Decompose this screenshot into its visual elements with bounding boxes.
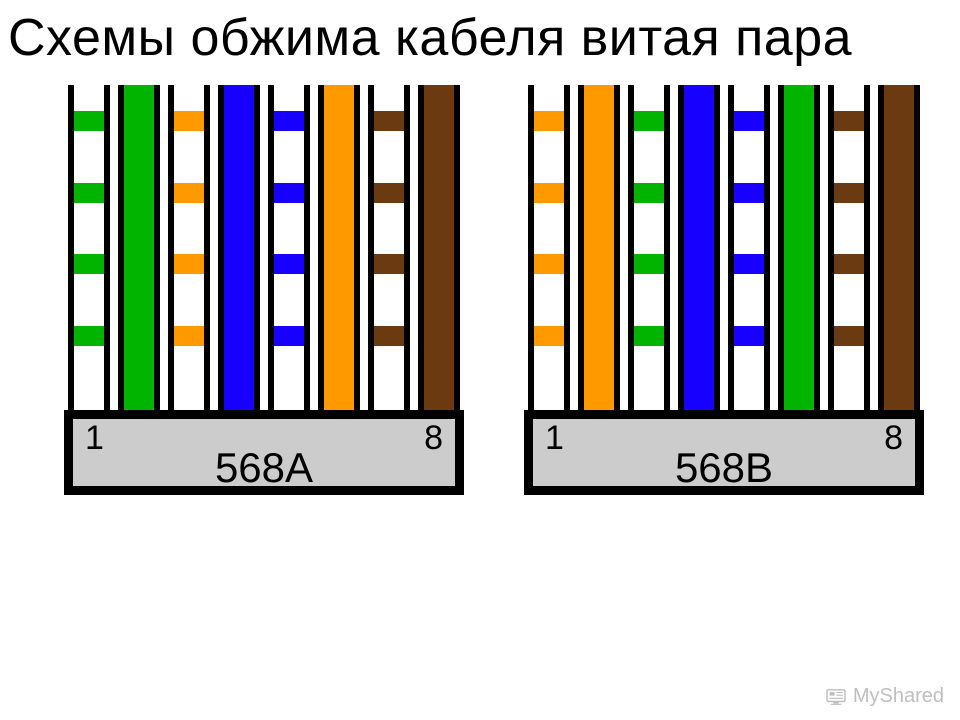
stripe <box>74 254 104 274</box>
stripe <box>634 183 664 203</box>
wire-7 <box>368 85 410 410</box>
stripe <box>274 111 304 131</box>
stripe <box>634 326 664 346</box>
wire-4 <box>218 85 260 410</box>
stripe <box>634 111 664 131</box>
stripe <box>374 254 404 274</box>
wire-group <box>524 85 924 410</box>
stripe <box>534 326 564 346</box>
rj45-plug: 1 8 568B <box>524 410 924 495</box>
wire-1 <box>528 85 570 410</box>
wire-3 <box>628 85 670 410</box>
stripe <box>174 326 204 346</box>
standard-label: 568A <box>73 444 455 492</box>
stripe <box>174 254 204 274</box>
stripe <box>274 326 304 346</box>
stripe <box>834 254 864 274</box>
stripe <box>634 254 664 274</box>
stripe <box>834 326 864 346</box>
stripe <box>534 254 564 274</box>
stripe <box>834 111 864 131</box>
wire-3 <box>168 85 210 410</box>
wire-5 <box>268 85 310 410</box>
stripe <box>174 111 204 131</box>
stripe <box>374 183 404 203</box>
wire-8 <box>878 85 920 410</box>
stripe <box>74 326 104 346</box>
stripe <box>374 111 404 131</box>
watermark: MyShared <box>825 685 944 708</box>
wire-1 <box>68 85 110 410</box>
wire-6 <box>318 85 360 410</box>
wire-8 <box>418 85 460 410</box>
stripe <box>734 111 764 131</box>
wire-7 <box>828 85 870 410</box>
page-title: Схемы обжима кабеля витая пара <box>8 8 852 68</box>
wire-5 <box>728 85 770 410</box>
stripe <box>74 183 104 203</box>
stripe <box>734 326 764 346</box>
connector-568a: 1 8 568A <box>64 85 464 495</box>
watermark-icon <box>825 688 847 706</box>
standard-label: 568B <box>533 444 915 492</box>
rj45-plug: 1 8 568A <box>64 410 464 495</box>
stripe <box>734 254 764 274</box>
diagram-area: 1 8 568A 1 8 568B <box>64 85 896 630</box>
stripe <box>274 254 304 274</box>
wire-6 <box>778 85 820 410</box>
stripe <box>374 326 404 346</box>
stripe <box>834 183 864 203</box>
wire-2 <box>118 85 160 410</box>
stripe <box>734 183 764 203</box>
wire-4 <box>678 85 720 410</box>
wire-2 <box>578 85 620 410</box>
stripe <box>534 111 564 131</box>
wire-group <box>64 85 464 410</box>
stripe <box>74 111 104 131</box>
connector-568b: 1 8 568B <box>524 85 924 495</box>
stripe <box>534 183 564 203</box>
stripe <box>174 183 204 203</box>
watermark-text: MyShared <box>853 685 944 708</box>
stripe <box>274 183 304 203</box>
